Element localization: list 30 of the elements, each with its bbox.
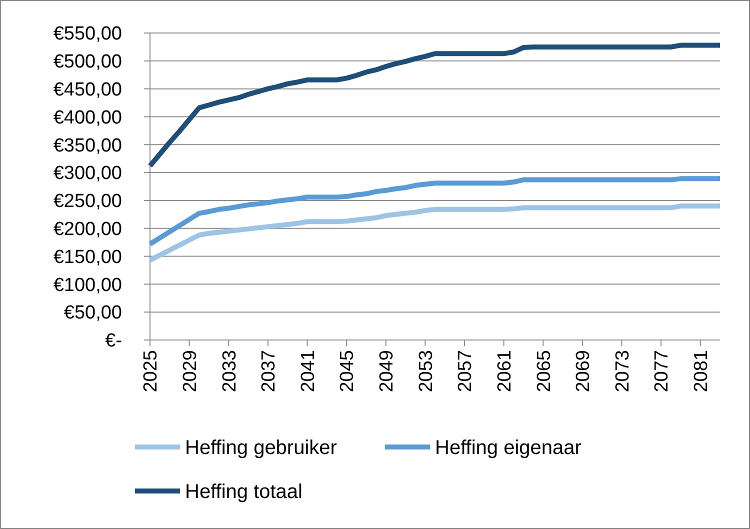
- x-tick-label: 2061: [494, 350, 516, 392]
- x-tick-label: 2053: [416, 350, 437, 392]
- y-tick-label: €150,00: [53, 246, 122, 268]
- legend-label: Heffing eigenaar: [435, 437, 582, 459]
- x-tick-label: 2057: [455, 350, 476, 392]
- y-tick-label: €350,00: [53, 135, 122, 156]
- x-tick-label: 2073: [612, 350, 634, 392]
- y-tick-label: €50,00: [64, 302, 122, 324]
- x-tick-label: 2077: [652, 350, 673, 392]
- y-tick-label: €500,00: [53, 52, 122, 73]
- legend-label: Heffing gebruiker: [185, 437, 338, 459]
- x-tick-label: 2045: [337, 350, 358, 392]
- y-tick-label: €450,00: [53, 79, 122, 100]
- x-tick-label: 2025: [140, 350, 162, 392]
- x-tick-label: 2041: [298, 350, 319, 392]
- legend-label: Heffing totaal: [185, 481, 302, 503]
- y-tick-label: €200,00: [53, 219, 122, 240]
- x-tick-label: 2029: [180, 350, 201, 392]
- y-tick-label: €550,00: [53, 24, 122, 45]
- y-tick-label: €400,00: [53, 107, 122, 128]
- x-tick-label: 2069: [573, 350, 594, 392]
- x-tick-label: 2065: [534, 350, 555, 392]
- y-tick-label: €-: [105, 330, 122, 352]
- y-tick-label: €300,00: [53, 163, 122, 184]
- y-tick-label: €100,00: [53, 274, 122, 296]
- x-tick-label: 2049: [376, 350, 398, 392]
- x-tick-label: 2033: [219, 350, 240, 392]
- x-tick-label: 2081: [690, 350, 712, 392]
- y-tick-label: €250,00: [53, 191, 122, 212]
- x-tick-label: 2037: [258, 350, 280, 392]
